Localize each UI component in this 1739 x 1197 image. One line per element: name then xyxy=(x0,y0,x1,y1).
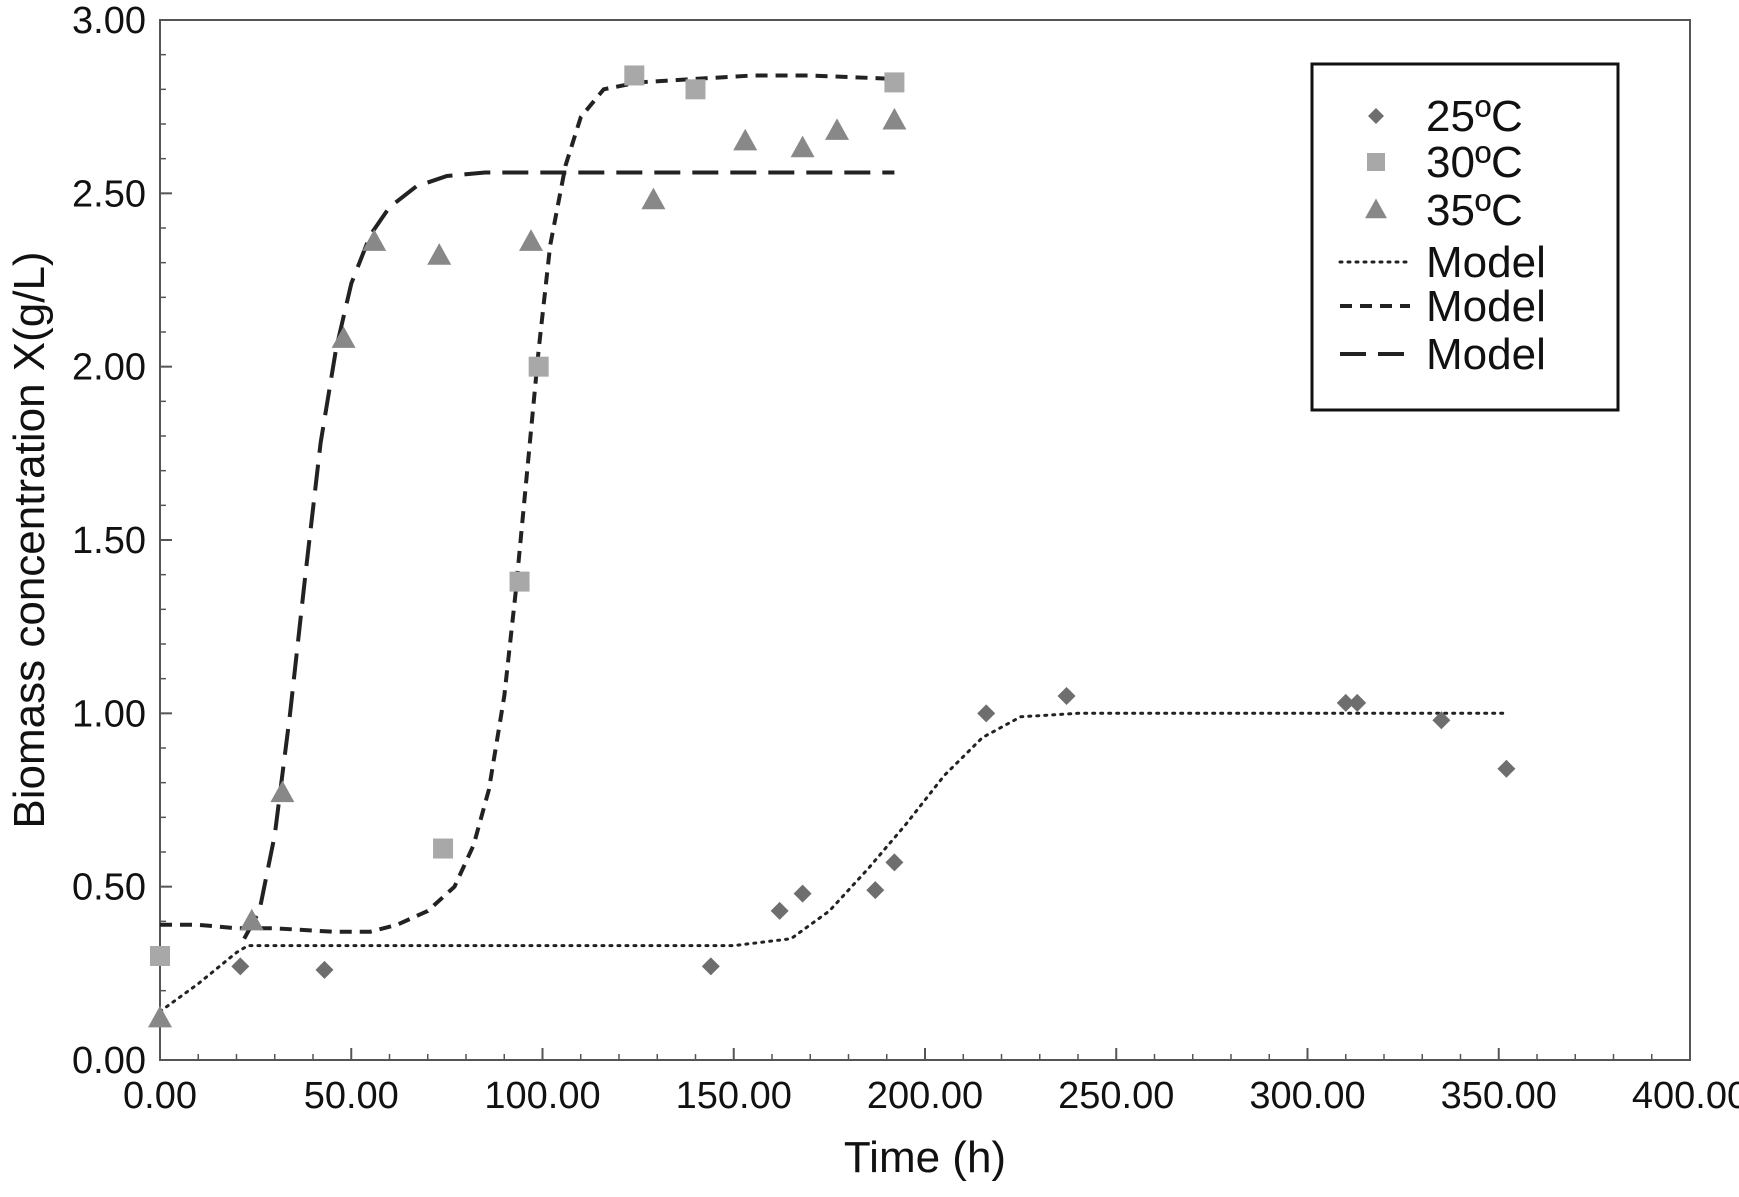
data-point-diamond xyxy=(231,957,250,976)
x-tick-label: 300.00 xyxy=(1249,1075,1365,1117)
legend-marker-square xyxy=(1367,153,1385,171)
data-point-square xyxy=(884,72,905,93)
x-tick-label: 150.00 xyxy=(676,1075,792,1117)
data-point-triangle xyxy=(641,187,666,210)
data-point-diamond xyxy=(1057,687,1076,705)
data-point-square xyxy=(624,65,645,86)
data-point-triangle xyxy=(519,229,544,251)
data-point-triangle xyxy=(733,128,758,151)
legend-label: 35ºC xyxy=(1426,186,1523,235)
data-markers xyxy=(148,65,1516,1028)
legend-label: Model xyxy=(1426,330,1546,379)
x-tick-label: 200.00 xyxy=(867,1075,983,1117)
x-tick-label: 350.00 xyxy=(1441,1075,1557,1117)
data-point-diamond xyxy=(315,960,334,979)
data-point-triangle xyxy=(790,135,815,158)
x-tick-label: 250.00 xyxy=(1058,1075,1174,1117)
data-point-diamond xyxy=(1432,711,1451,730)
x-axis-title: Time (h) xyxy=(844,1133,1006,1182)
y-tick-label: 2.50 xyxy=(72,173,146,215)
data-point-triangle xyxy=(331,326,356,348)
y-tick-label: 3.00 xyxy=(72,0,146,42)
model-line-long xyxy=(242,170,895,940)
data-point-diamond xyxy=(701,957,720,976)
legend-label: 25ºC xyxy=(1426,92,1523,141)
x-axis: 0.00 50.00 100.00 150.00 200.00 250.00 300.00 3… xyxy=(123,1048,1739,1117)
legend-marker-diamond xyxy=(1368,108,1384,124)
y-tick-label: 0.00 xyxy=(72,1040,146,1082)
data-point-triangle xyxy=(427,243,452,265)
y-tick-label: 2.00 xyxy=(72,347,146,389)
data-point-triangle xyxy=(270,780,295,803)
data-point-diamond xyxy=(1336,693,1355,712)
data-point-square xyxy=(150,946,170,966)
x-tick-label: 0.00 xyxy=(123,1075,197,1117)
legend-label: Model xyxy=(1426,238,1546,287)
legend-marker-triangle xyxy=(1365,198,1387,219)
data-point-diamond xyxy=(866,881,885,900)
model-line-dotted xyxy=(158,711,1508,1013)
data-point-square xyxy=(685,79,706,100)
data-point-square xyxy=(509,571,530,592)
data-point-triangle xyxy=(882,107,907,130)
data-point-diamond xyxy=(770,901,789,920)
data-point-square xyxy=(528,356,549,377)
data-point-diamond xyxy=(1348,693,1367,712)
x-tick-label: 400.00 xyxy=(1632,1075,1739,1117)
model-line-short xyxy=(160,73,895,934)
data-point-diamond xyxy=(885,853,904,872)
y-axis-title: Biomass concentration X(g/L) xyxy=(5,251,54,828)
data-point-diamond xyxy=(793,884,812,903)
data-point-square xyxy=(433,838,454,859)
legend-label: Model xyxy=(1426,282,1546,331)
data-point-diamond xyxy=(977,704,996,723)
y-axis: 0.00 0.50 1.00 1.50 2.00 2.50 3.00 xyxy=(72,0,172,1082)
y-tick-label: 1.00 xyxy=(72,693,146,735)
x-tick-label: 50.00 xyxy=(304,1075,399,1117)
y-tick-label: 0.50 xyxy=(72,867,146,909)
legend-label: 30ºC xyxy=(1426,138,1523,187)
data-point-triangle xyxy=(825,118,850,140)
y-tick-label: 1.50 xyxy=(72,520,146,562)
x-tick-label: 100.00 xyxy=(484,1075,600,1117)
data-point-triangle xyxy=(148,1005,172,1028)
model-lines xyxy=(158,73,1508,1013)
data-point-triangle xyxy=(362,229,387,251)
data-point-triangle xyxy=(239,908,264,931)
data-point-diamond xyxy=(1497,759,1516,778)
